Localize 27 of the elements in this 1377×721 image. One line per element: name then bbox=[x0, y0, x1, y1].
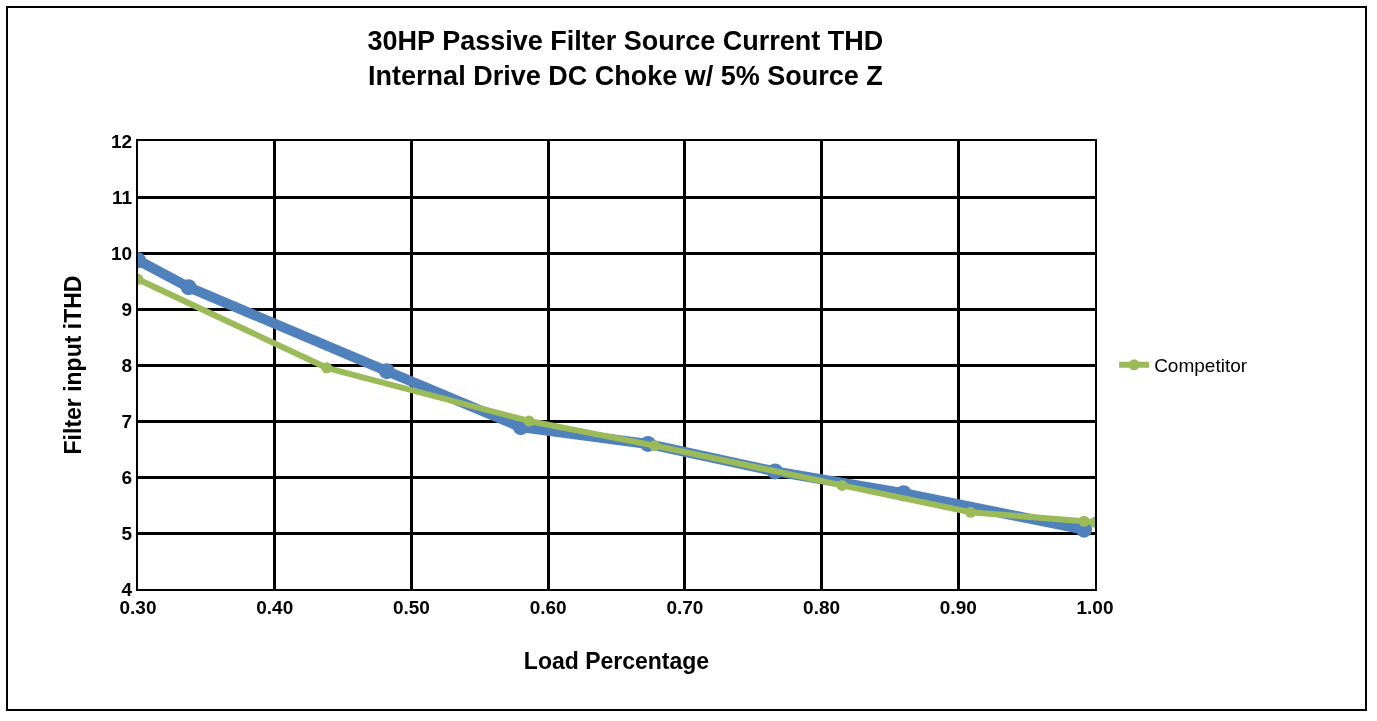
point bbox=[523, 415, 535, 427]
point bbox=[965, 506, 977, 518]
y-tick-label: 10 bbox=[111, 242, 133, 264]
point bbox=[1078, 515, 1090, 527]
legend-label: Competitor bbox=[1154, 355, 1248, 377]
point bbox=[836, 479, 848, 491]
x-tick-label: 0.60 bbox=[529, 596, 567, 618]
x-tick-label: 1.00 bbox=[1076, 596, 1114, 618]
y-axis-title: Filter input iTHD bbox=[60, 275, 86, 455]
y-tick-label: 6 bbox=[121, 466, 133, 488]
x-axis-title: Load Percentage bbox=[523, 648, 710, 674]
x-tick-label: 0.50 bbox=[392, 596, 430, 618]
x-tick-label: 0.90 bbox=[939, 596, 977, 618]
point bbox=[649, 440, 661, 452]
x-tick-label: 0.70 bbox=[666, 596, 704, 618]
y-tick-label: 12 bbox=[111, 130, 133, 152]
point bbox=[180, 279, 197, 296]
chart-title: 30HP Passive Filter Source Current THD Internal Drive DC Choke w/ 5% Source Z bbox=[367, 26, 884, 92]
point bbox=[378, 363, 395, 380]
point bbox=[321, 362, 333, 374]
y-tick-label: 9 bbox=[121, 298, 133, 320]
x-tick-label: 0.40 bbox=[256, 596, 294, 618]
y-tick-label: 8 bbox=[121, 354, 133, 376]
y-tick-label: 7 bbox=[121, 410, 133, 432]
y-tick-label: 11 bbox=[112, 186, 133, 208]
y-tick-label: 5 bbox=[121, 522, 133, 544]
x-tick-label: 0.80 bbox=[803, 596, 841, 618]
